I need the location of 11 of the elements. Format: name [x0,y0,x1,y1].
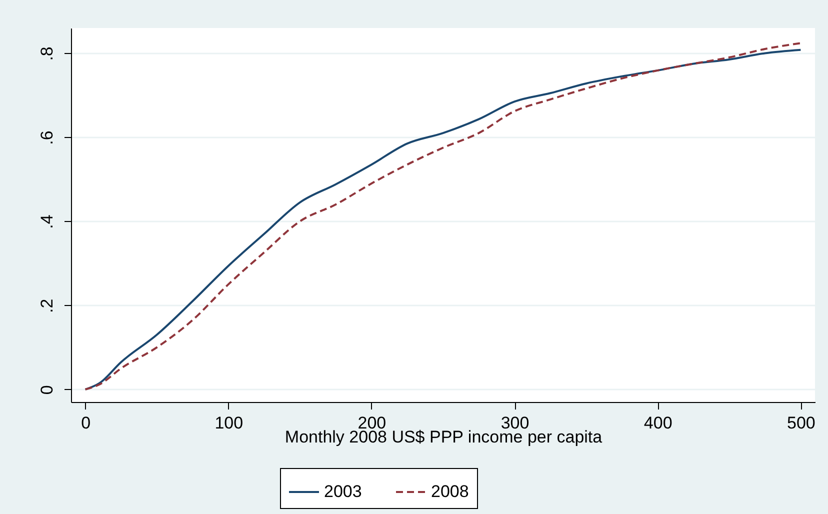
y-tick-label: .4 [38,214,56,229]
y-tick-label: .8 [38,46,56,61]
x-tick-label: 500 [787,414,816,432]
x-tick-label: 0 [81,414,91,432]
legend-label: 2003 [324,482,362,501]
x-tick-label: 400 [644,414,672,432]
x-tick-label: 100 [214,414,244,432]
y-tick-label: .6 [38,130,56,145]
y-tick-label: .2 [38,298,56,313]
legend-label: 2008 [431,482,469,501]
y-tick-label: 0 [38,385,56,395]
